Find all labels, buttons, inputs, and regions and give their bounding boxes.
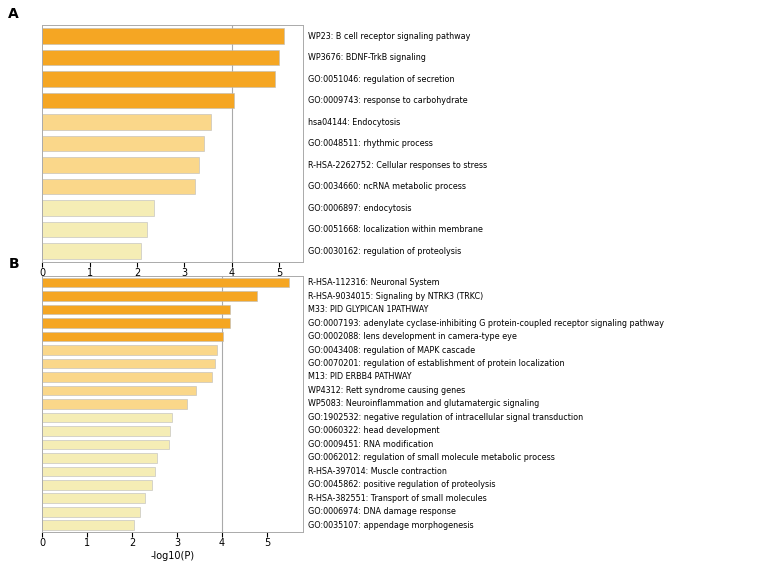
Text: GO:0035107: appendage morphogenesis: GO:0035107: appendage morphogenesis [308,521,474,530]
X-axis label: -log10(P): -log10(P) [150,281,195,291]
Bar [42,359,216,368]
Text: GO:0002088: lens development in camera-type eye: GO:0002088: lens development in camera-t… [308,332,517,341]
Text: WP5083: Neuroinflammation and glutamatergic signaling: WP5083: Neuroinflammation and glutamater… [308,400,539,408]
Text: R-HSA-9034015: Signaling by NTRK3 (TRKC): R-HSA-9034015: Signaling by NTRK3 (TRKC) [308,292,483,301]
Text: hsa04144: Endocytosis: hsa04144: Endocytosis [308,118,400,127]
Bar [42,136,204,151]
Bar [42,114,210,130]
Bar [42,345,216,355]
Bar [42,291,257,301]
Bar [42,440,169,449]
Bar [42,520,134,530]
Bar [42,386,196,395]
Text: WP3676: BDNF-TrkB signaling: WP3676: BDNF-TrkB signaling [308,53,426,62]
Text: GO:0030162: regulation of proteolysis: GO:0030162: regulation of proteolysis [308,247,462,256]
Text: GO:0060322: head development: GO:0060322: head development [308,426,439,435]
Bar [42,453,156,463]
Text: GO:0009743: response to carbohydrate: GO:0009743: response to carbohydrate [308,96,468,105]
Bar [42,494,145,503]
Bar [42,157,199,173]
Text: GO:0045862: positive regulation of proteolysis: GO:0045862: positive regulation of prote… [308,480,495,489]
Bar [42,72,275,87]
Bar [42,28,284,44]
Text: A: A [8,7,19,21]
Text: GO:1902532: negative regulation of intracellular signal transduction: GO:1902532: negative regulation of intra… [308,413,584,422]
Text: GO:0009451: RNA modification: GO:0009451: RNA modification [308,440,433,449]
Bar [42,318,230,328]
Text: WP4312: Rett syndrome causing genes: WP4312: Rett syndrome causing genes [308,386,466,395]
Text: R-HSA-112316: Neuronal System: R-HSA-112316: Neuronal System [308,278,439,287]
Text: GO:0051668: localization within membrane: GO:0051668: localization within membrane [308,225,483,234]
Text: GO:0034660: ncRNA metabolic process: GO:0034660: ncRNA metabolic process [308,182,466,191]
Bar [42,413,172,422]
Text: GO:0043408: regulation of MAPK cascade: GO:0043408: regulation of MAPK cascade [308,346,476,355]
Bar [42,305,230,314]
Bar [42,426,170,436]
Text: WP23: B cell receptor signaling pathway: WP23: B cell receptor signaling pathway [308,32,471,41]
Bar [42,222,147,237]
Bar [42,50,279,65]
X-axis label: -log10(P): -log10(P) [150,551,195,561]
Text: GO:0006974: DNA damage response: GO:0006974: DNA damage response [308,507,456,516]
Bar [42,507,140,517]
Text: GO:0070201: regulation of establishment of protein localization: GO:0070201: regulation of establishment … [308,359,565,368]
Bar [42,93,234,108]
Bar [42,372,212,382]
Text: M13: PID ERBB4 PATHWAY: M13: PID ERBB4 PATHWAY [308,373,412,382]
Text: GO:0051046: regulation of secretion: GO:0051046: regulation of secretion [308,74,455,83]
Bar [42,332,223,341]
Text: R-HSA-382551: Transport of small molecules: R-HSA-382551: Transport of small molecul… [308,494,487,503]
Text: GO:0062012: regulation of small molecule metabolic process: GO:0062012: regulation of small molecule… [308,453,555,462]
Bar [42,179,195,194]
Text: R-HSA-397014: Muscle contraction: R-HSA-397014: Muscle contraction [308,467,447,476]
Text: M33: PID GLYPICAN 1PATHWAY: M33: PID GLYPICAN 1PATHWAY [308,305,429,314]
Bar [42,200,153,216]
Text: R-HSA-2262752: Cellular responses to stress: R-HSA-2262752: Cellular responses to str… [308,160,487,169]
Text: GO:0007193: adenylate cyclase-inhibiting G protein-coupled receptor signaling pa: GO:0007193: adenylate cyclase-inhibiting… [308,319,664,328]
Text: GO:0006897: endocytosis: GO:0006897: endocytosis [308,204,412,213]
Bar [42,243,141,259]
Bar [42,399,187,409]
Bar [42,278,289,288]
Bar [42,480,153,490]
Text: GO:0048511: rhythmic process: GO:0048511: rhythmic process [308,139,433,148]
Bar [42,467,156,476]
Text: B: B [8,257,19,271]
